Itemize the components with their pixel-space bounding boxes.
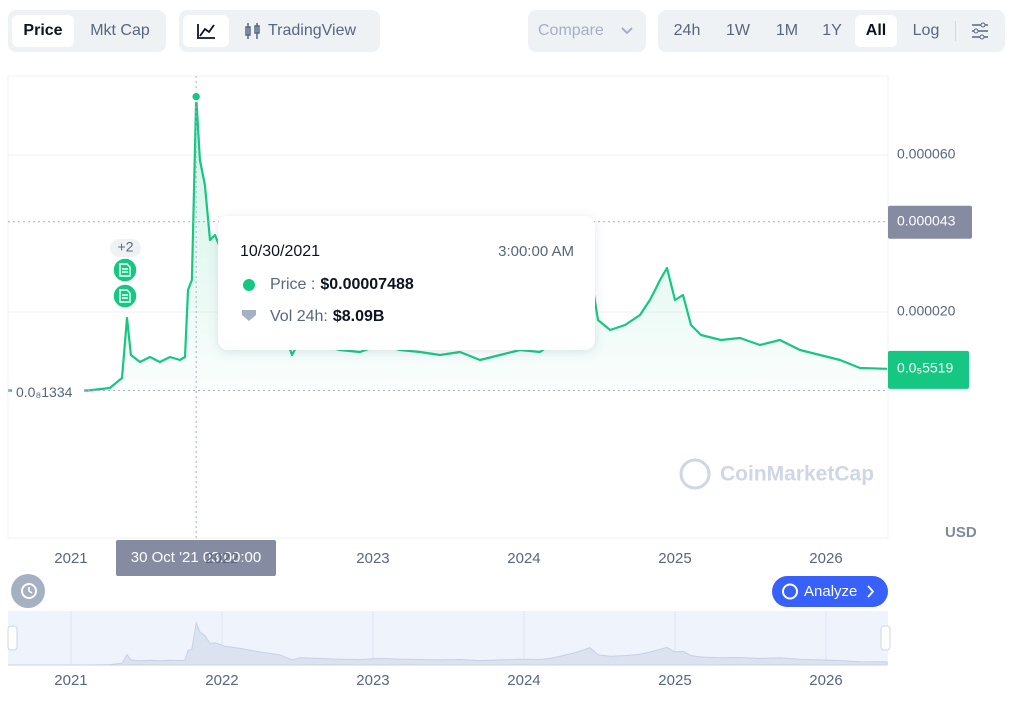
crosshair-y-label: 0.000043 xyxy=(897,212,956,228)
separator xyxy=(955,21,956,41)
log-button[interactable]: Log xyxy=(912,22,940,39)
line-button[interactable] xyxy=(183,15,229,47)
tooltip-price-row: Price : $0.00007488 xyxy=(270,276,414,293)
axis-unit: USD xyxy=(945,524,977,541)
doc-icon xyxy=(119,289,131,303)
settings-icon[interactable] xyxy=(968,19,992,43)
tooltip-box xyxy=(218,216,595,350)
current-price-box xyxy=(888,350,969,389)
crosshair-x-label: 30 Oct '21 03:00:00 xyxy=(131,549,261,566)
tooltip-volume-row: Vol 24h: $8.09B xyxy=(270,308,384,325)
compare-label: Compare xyxy=(538,22,604,39)
tooltip-volume-label: Vol 24h: xyxy=(270,308,328,325)
range-button[interactable]: 1W xyxy=(726,22,750,39)
view-toggle: Price Mkt Cap xyxy=(8,10,166,52)
range-button[interactable]: 24h xyxy=(673,22,701,39)
analyze-bg xyxy=(772,576,888,607)
doc-icon xyxy=(119,263,131,277)
navigator-tick-label: 2024 xyxy=(507,672,540,689)
price-dot xyxy=(243,279,255,291)
start-label-bg xyxy=(12,381,84,400)
navigator-handle[interactable] xyxy=(7,625,18,651)
navigator-tick-label: 2021 xyxy=(54,672,87,689)
price-line xyxy=(8,95,888,392)
navigator-tick-label: 2025 xyxy=(658,672,691,689)
handle xyxy=(7,625,18,651)
tooltip-price-label: Price : xyxy=(270,276,315,293)
watermark: CoinMarketCap xyxy=(679,458,874,490)
x-tick-label: 2023 xyxy=(356,550,389,567)
range-button[interactable]: 1Y xyxy=(822,22,842,39)
crosshair-y-box xyxy=(888,205,972,239)
line-icon xyxy=(197,24,215,39)
annotation-pill xyxy=(110,239,141,257)
x-tick-label: 2022 xyxy=(205,550,238,567)
tradingview-button[interactable]: TradingView xyxy=(237,15,375,47)
history-hands xyxy=(28,587,33,594)
news-marker[interactable] xyxy=(112,257,138,283)
marker-circle xyxy=(112,257,138,283)
chart-style: TradingView xyxy=(179,10,380,52)
compare-dropdown[interactable]: Compare xyxy=(528,10,646,52)
volume-icon xyxy=(242,310,256,321)
handle xyxy=(880,625,891,651)
range-button[interactable]: All xyxy=(855,15,897,47)
hover-point xyxy=(190,91,202,102)
crosshair-x-box xyxy=(116,540,276,576)
analyze-button[interactable]: Analyze xyxy=(772,576,888,607)
annotation-count: +2 xyxy=(118,239,134,255)
current-price-label: 0.0₅5519 xyxy=(897,360,953,376)
candle-icon xyxy=(245,23,260,39)
mkt-cap-button[interactable]: Mkt Cap xyxy=(90,22,150,39)
range-button[interactable]: 1M xyxy=(775,22,799,39)
marker-circle xyxy=(112,283,138,309)
start-label: 0.0₈1334 xyxy=(16,384,73,400)
price-button[interactable]: Price xyxy=(12,15,74,47)
navigator-handle[interactable] xyxy=(880,625,891,651)
x-tick-label: 2026 xyxy=(809,550,842,567)
navigator-tick-label: 2022 xyxy=(205,672,238,689)
history-circle xyxy=(11,574,45,608)
navigator-tick-label: 2023 xyxy=(356,672,389,689)
tooltip-time: 3:00:00 AM xyxy=(498,243,574,260)
chevron xyxy=(621,27,633,35)
tooltip-price: $0.00007488 xyxy=(320,276,414,293)
navigator-tick-label: 2026 xyxy=(809,672,842,689)
analyze-chevron xyxy=(867,585,875,598)
tradingview-label: TradingView xyxy=(268,22,357,39)
analyze-icon xyxy=(782,583,798,600)
watermark-text: CoinMarketCap xyxy=(720,463,874,486)
history-clock xyxy=(21,583,37,599)
news-marker[interactable] xyxy=(112,283,138,309)
x-tick-label: 2025 xyxy=(658,550,691,567)
tooltip: 10/30/2021 3:00:00 AM Price : $0.00007488 Vo… xyxy=(218,216,595,350)
plot-frame xyxy=(7,75,889,539)
navigator xyxy=(8,611,888,665)
tooltip-date: 10/30/2021 xyxy=(240,243,320,260)
analyze-label: Analyze xyxy=(804,583,857,600)
y-tick-label: 0.000060 xyxy=(897,146,956,162)
range-toggle: 24h 1W 1M 1Y All Log xyxy=(658,10,1005,52)
x-tick-label: 2024 xyxy=(507,550,540,567)
navigator-area xyxy=(8,621,888,666)
y-tick-label: 0.000020 xyxy=(897,303,956,319)
history-button[interactable] xyxy=(11,574,45,608)
price-area xyxy=(8,96,887,391)
x-tick-label: 2021 xyxy=(54,550,87,567)
tooltip-volume: $8.09B xyxy=(333,308,385,325)
